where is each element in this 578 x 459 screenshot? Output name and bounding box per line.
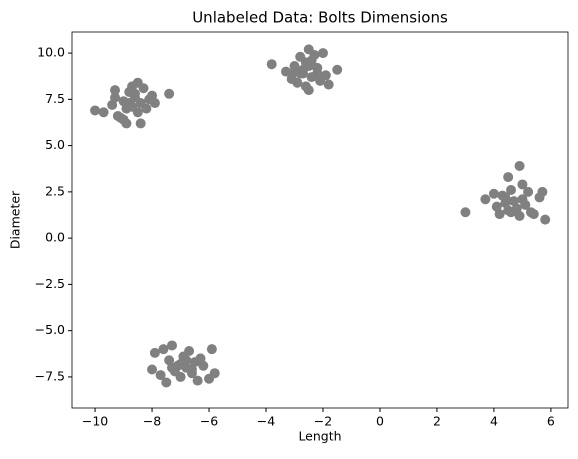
y-tick-label: 10.0 bbox=[37, 45, 65, 60]
point bbox=[537, 186, 548, 197]
point bbox=[280, 66, 291, 77]
point bbox=[312, 68, 323, 79]
point bbox=[298, 64, 309, 75]
point bbox=[323, 79, 334, 90]
point bbox=[517, 179, 528, 190]
point bbox=[181, 355, 192, 366]
point bbox=[523, 186, 534, 197]
point bbox=[480, 194, 491, 205]
point bbox=[292, 77, 303, 88]
y-tick-label: 5.0 bbox=[45, 137, 65, 152]
point bbox=[460, 207, 471, 218]
x-tick-label: −4 bbox=[257, 414, 275, 429]
point bbox=[192, 375, 203, 386]
y-axis-label: Diameter bbox=[8, 190, 23, 249]
point bbox=[184, 346, 195, 357]
point bbox=[506, 207, 517, 218]
point bbox=[166, 362, 177, 373]
point bbox=[149, 347, 160, 358]
point bbox=[132, 107, 143, 118]
point bbox=[129, 88, 140, 99]
point bbox=[158, 344, 169, 355]
x-tick-label: 4 bbox=[490, 414, 498, 429]
point bbox=[514, 160, 525, 171]
point bbox=[517, 194, 528, 205]
y-tick-label: −7.5 bbox=[35, 368, 65, 383]
x-tick-label: 0 bbox=[376, 414, 384, 429]
y-tick-label: 7.5 bbox=[45, 91, 65, 106]
y-tick-label: −5.0 bbox=[35, 322, 65, 337]
point bbox=[155, 370, 166, 381]
point bbox=[186, 364, 197, 375]
point bbox=[161, 377, 172, 388]
point bbox=[514, 210, 525, 221]
point bbox=[147, 364, 158, 375]
point bbox=[506, 185, 517, 196]
point bbox=[528, 209, 539, 220]
point bbox=[164, 88, 175, 99]
point bbox=[110, 92, 121, 103]
point bbox=[110, 85, 121, 96]
point bbox=[317, 48, 328, 59]
y-tick-label: 0.0 bbox=[45, 230, 65, 245]
point bbox=[98, 107, 109, 118]
plot-frame bbox=[71, 31, 569, 409]
point bbox=[209, 368, 220, 379]
point bbox=[149, 98, 160, 109]
point bbox=[540, 214, 551, 225]
point bbox=[206, 344, 217, 355]
chart-title: Unlabeled Data: Bolts Dimensions bbox=[192, 9, 448, 27]
point bbox=[494, 209, 505, 220]
point bbox=[121, 103, 132, 114]
point bbox=[175, 371, 186, 382]
x-tick-label: −8 bbox=[143, 414, 161, 429]
x-axis-label: Length bbox=[298, 429, 341, 444]
x-tick-label: −6 bbox=[200, 414, 218, 429]
x-tick-label: 2 bbox=[433, 414, 441, 429]
point bbox=[198, 360, 209, 371]
point bbox=[135, 118, 146, 129]
point bbox=[115, 112, 126, 123]
point bbox=[266, 59, 277, 70]
point bbox=[138, 83, 149, 94]
point bbox=[320, 70, 331, 81]
y-tick-label: −2.5 bbox=[35, 276, 65, 291]
point bbox=[300, 81, 311, 92]
point bbox=[90, 105, 101, 116]
x-tick-label: 6 bbox=[547, 414, 555, 429]
point bbox=[500, 192, 511, 203]
point bbox=[332, 64, 343, 75]
point bbox=[289, 66, 300, 77]
point bbox=[503, 172, 514, 183]
point bbox=[488, 188, 499, 199]
point bbox=[166, 340, 177, 351]
y-tick-label: 2.5 bbox=[45, 183, 65, 198]
x-tick-label: −2 bbox=[314, 414, 332, 429]
point bbox=[141, 103, 152, 114]
x-tick-label: −10 bbox=[82, 414, 108, 429]
